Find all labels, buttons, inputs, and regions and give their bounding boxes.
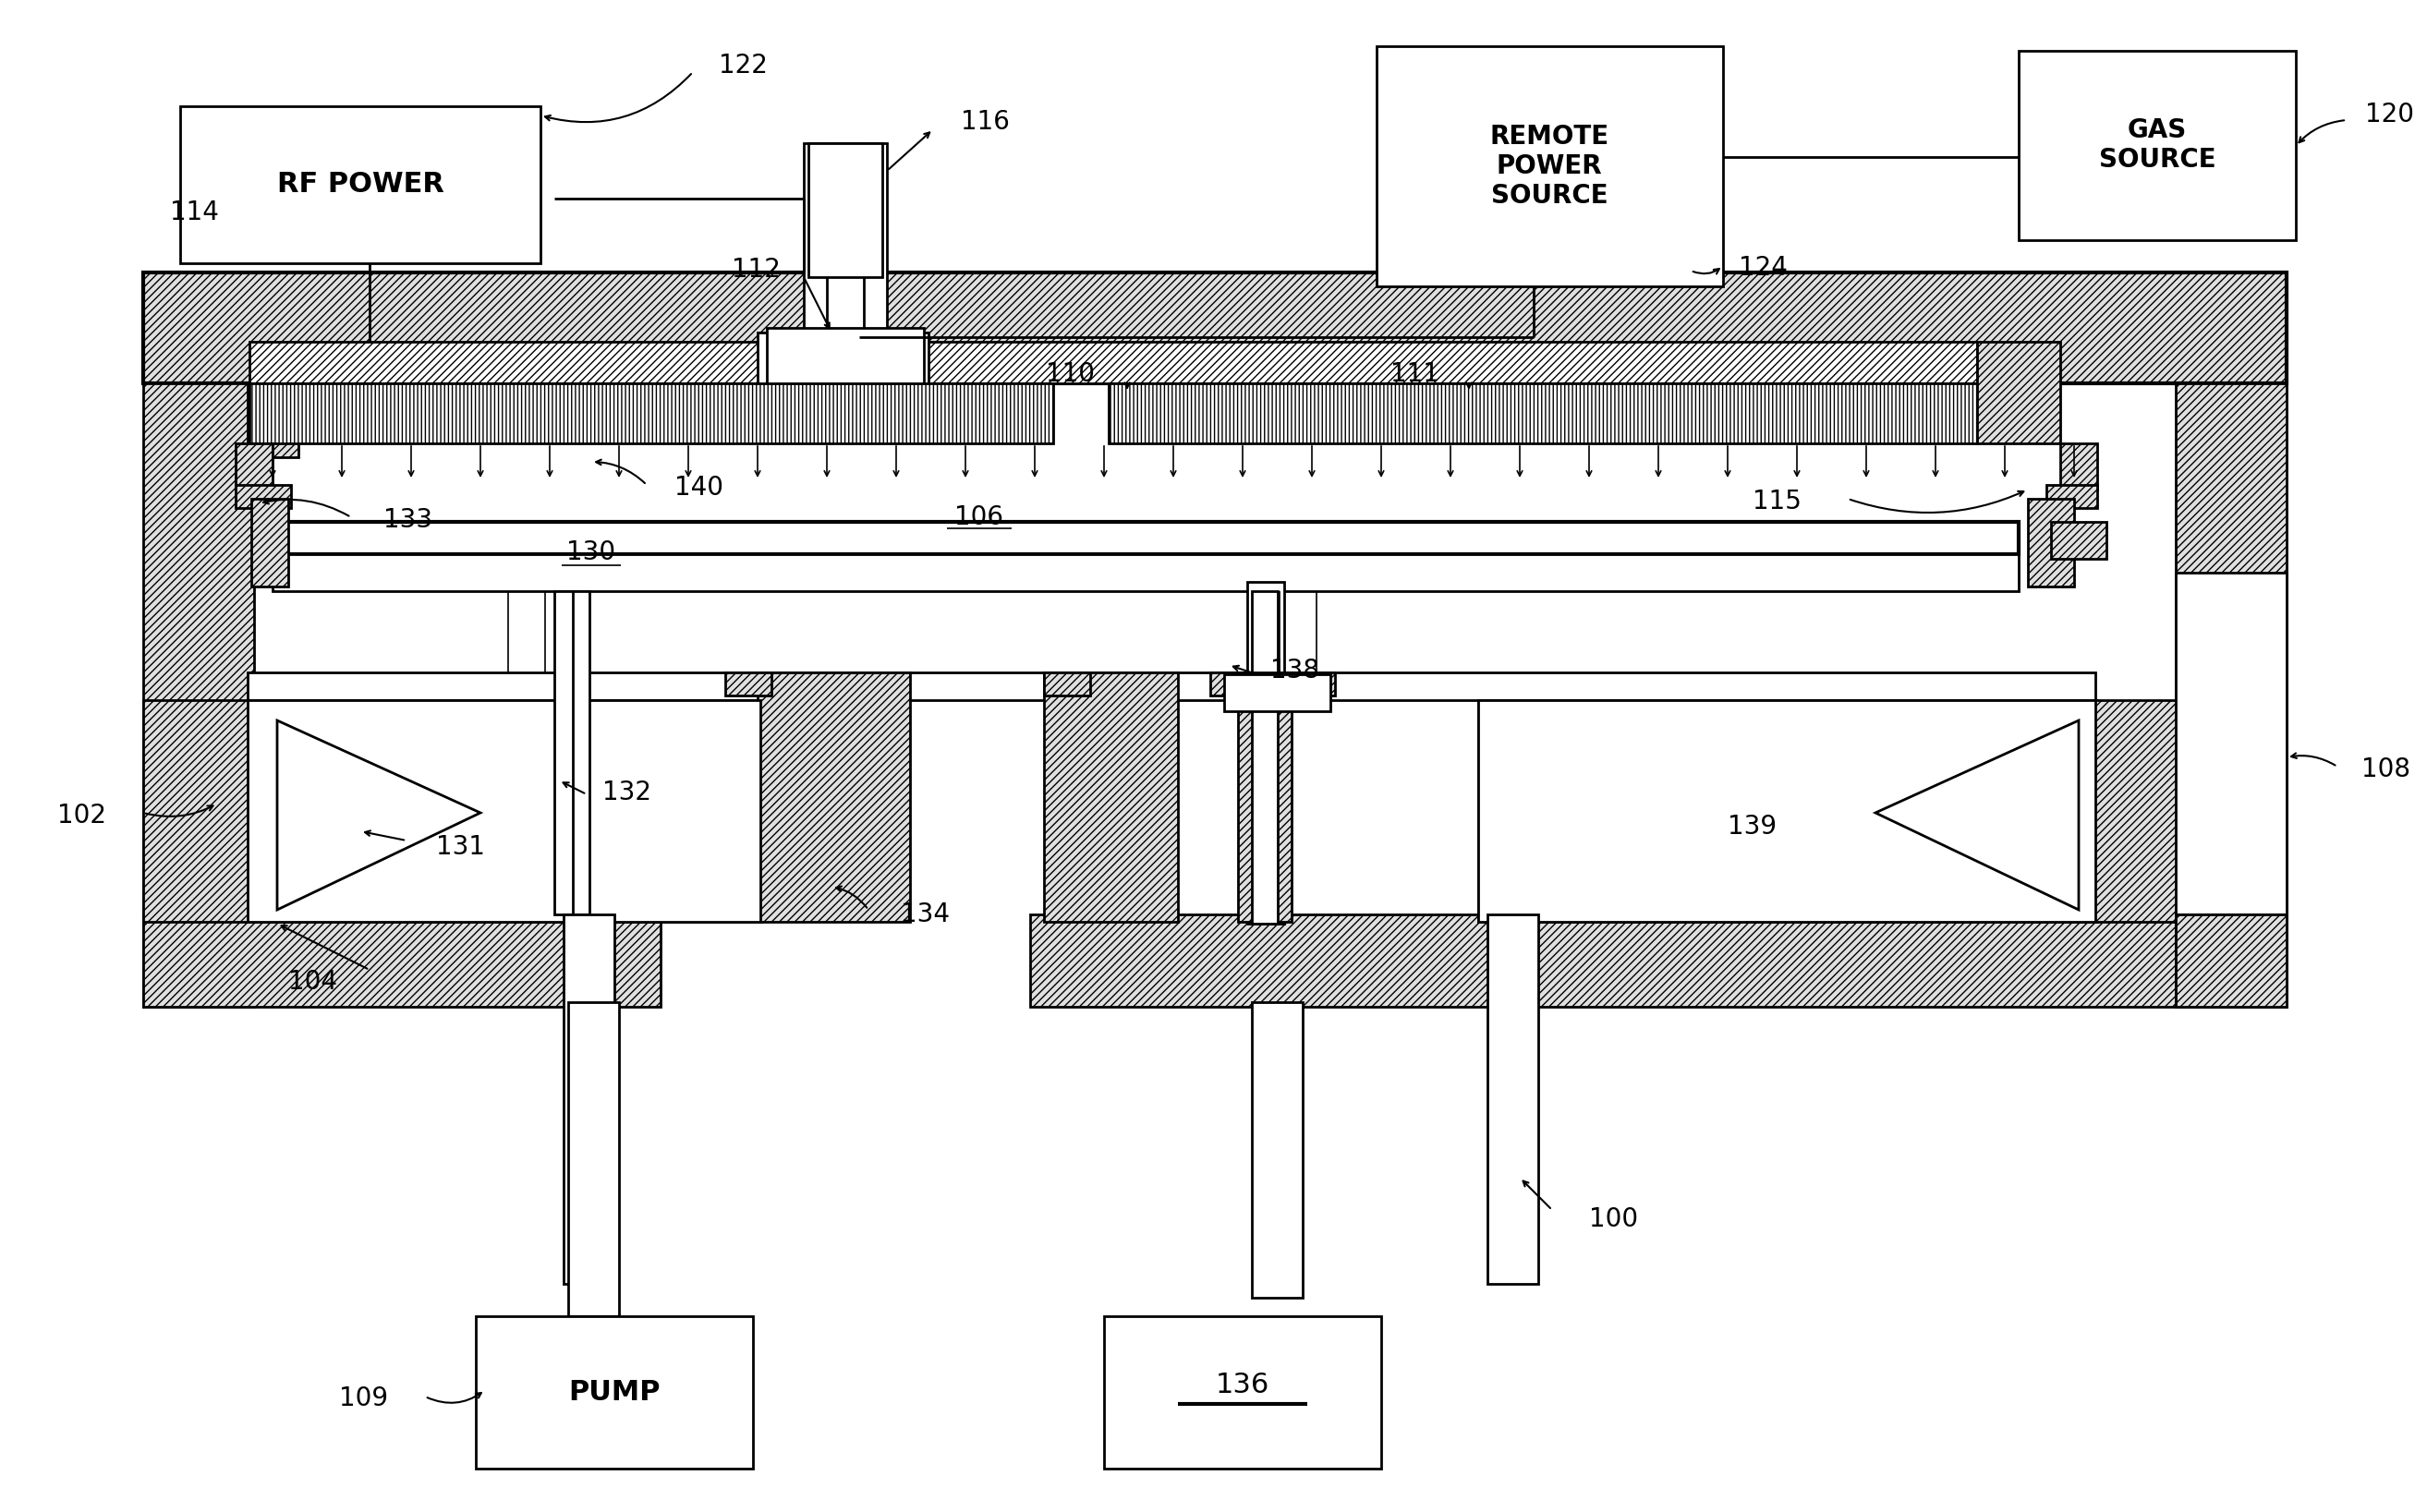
Polygon shape <box>553 591 580 915</box>
Polygon shape <box>1478 700 2095 922</box>
Polygon shape <box>272 522 2019 555</box>
Text: 102: 102 <box>58 803 107 829</box>
Polygon shape <box>1211 673 1335 696</box>
Polygon shape <box>250 342 1978 384</box>
Text: 131: 131 <box>437 835 485 860</box>
Polygon shape <box>1029 915 2175 1007</box>
Text: 114: 114 <box>170 200 218 225</box>
Polygon shape <box>2029 499 2075 587</box>
Polygon shape <box>1978 342 2061 443</box>
Polygon shape <box>250 384 1053 443</box>
Polygon shape <box>143 700 250 922</box>
Polygon shape <box>1876 720 2078 910</box>
Text: 111: 111 <box>1391 361 1439 387</box>
Text: 138: 138 <box>1269 658 1320 683</box>
Polygon shape <box>2092 700 2179 922</box>
Polygon shape <box>803 144 886 342</box>
Text: 132: 132 <box>602 780 650 806</box>
Polygon shape <box>143 384 255 1007</box>
Polygon shape <box>180 106 541 263</box>
Polygon shape <box>235 485 291 508</box>
Polygon shape <box>2175 573 2286 915</box>
Polygon shape <box>248 673 2095 700</box>
Polygon shape <box>272 555 2019 591</box>
Text: 108: 108 <box>2361 756 2410 782</box>
Text: 110: 110 <box>1046 361 1095 387</box>
Polygon shape <box>808 144 883 277</box>
Text: 136: 136 <box>1216 1371 1269 1399</box>
Polygon shape <box>2051 522 2107 559</box>
Polygon shape <box>277 720 481 910</box>
Polygon shape <box>1488 915 1539 1284</box>
Polygon shape <box>1247 582 1284 924</box>
Text: 112: 112 <box>733 257 781 283</box>
Text: 134: 134 <box>900 901 949 927</box>
Text: 140: 140 <box>675 475 723 500</box>
Polygon shape <box>143 915 660 1007</box>
Polygon shape <box>2175 384 2286 1007</box>
Polygon shape <box>1044 673 1090 696</box>
Text: 115: 115 <box>1752 488 1801 514</box>
Polygon shape <box>1376 47 1723 286</box>
Text: 120: 120 <box>2364 101 2415 127</box>
Text: 139: 139 <box>1728 813 1777 839</box>
Polygon shape <box>248 700 762 922</box>
Polygon shape <box>828 144 864 369</box>
Text: 130: 130 <box>568 540 616 565</box>
Text: RF POWER: RF POWER <box>277 171 444 198</box>
Polygon shape <box>1252 1002 1303 1297</box>
Polygon shape <box>143 272 2286 384</box>
Text: 104: 104 <box>289 969 337 995</box>
Text: 122: 122 <box>718 53 767 79</box>
Polygon shape <box>767 328 925 384</box>
Polygon shape <box>563 915 614 1284</box>
Polygon shape <box>2046 485 2097 508</box>
Text: 109: 109 <box>340 1385 388 1411</box>
Polygon shape <box>1478 700 2097 922</box>
Text: 124: 124 <box>1738 256 1789 281</box>
Polygon shape <box>568 1002 619 1315</box>
Polygon shape <box>2019 51 2296 240</box>
Text: 133: 133 <box>383 507 432 532</box>
Text: 116: 116 <box>961 109 1010 135</box>
Polygon shape <box>726 673 772 696</box>
Polygon shape <box>1044 673 1177 922</box>
Polygon shape <box>2175 915 2286 1007</box>
Text: GAS
SOURCE: GAS SOURCE <box>2099 116 2216 172</box>
Text: REMOTE
POWER
SOURCE: REMOTE POWER SOURCE <box>1490 124 1609 209</box>
Polygon shape <box>248 700 760 922</box>
Polygon shape <box>757 333 930 384</box>
Polygon shape <box>1238 673 1291 922</box>
Text: 106: 106 <box>954 505 1005 531</box>
Polygon shape <box>757 673 910 922</box>
Polygon shape <box>1109 384 1978 443</box>
Polygon shape <box>573 591 590 915</box>
Polygon shape <box>2061 443 2097 490</box>
Polygon shape <box>252 499 289 587</box>
Polygon shape <box>767 333 925 384</box>
Text: PUMP: PUMP <box>568 1379 660 1405</box>
Polygon shape <box>1223 674 1330 711</box>
Polygon shape <box>476 1315 752 1468</box>
Polygon shape <box>235 443 272 490</box>
Polygon shape <box>248 384 299 457</box>
Text: 100: 100 <box>1590 1207 1638 1232</box>
Polygon shape <box>1104 1315 1381 1468</box>
Polygon shape <box>1252 591 1277 924</box>
